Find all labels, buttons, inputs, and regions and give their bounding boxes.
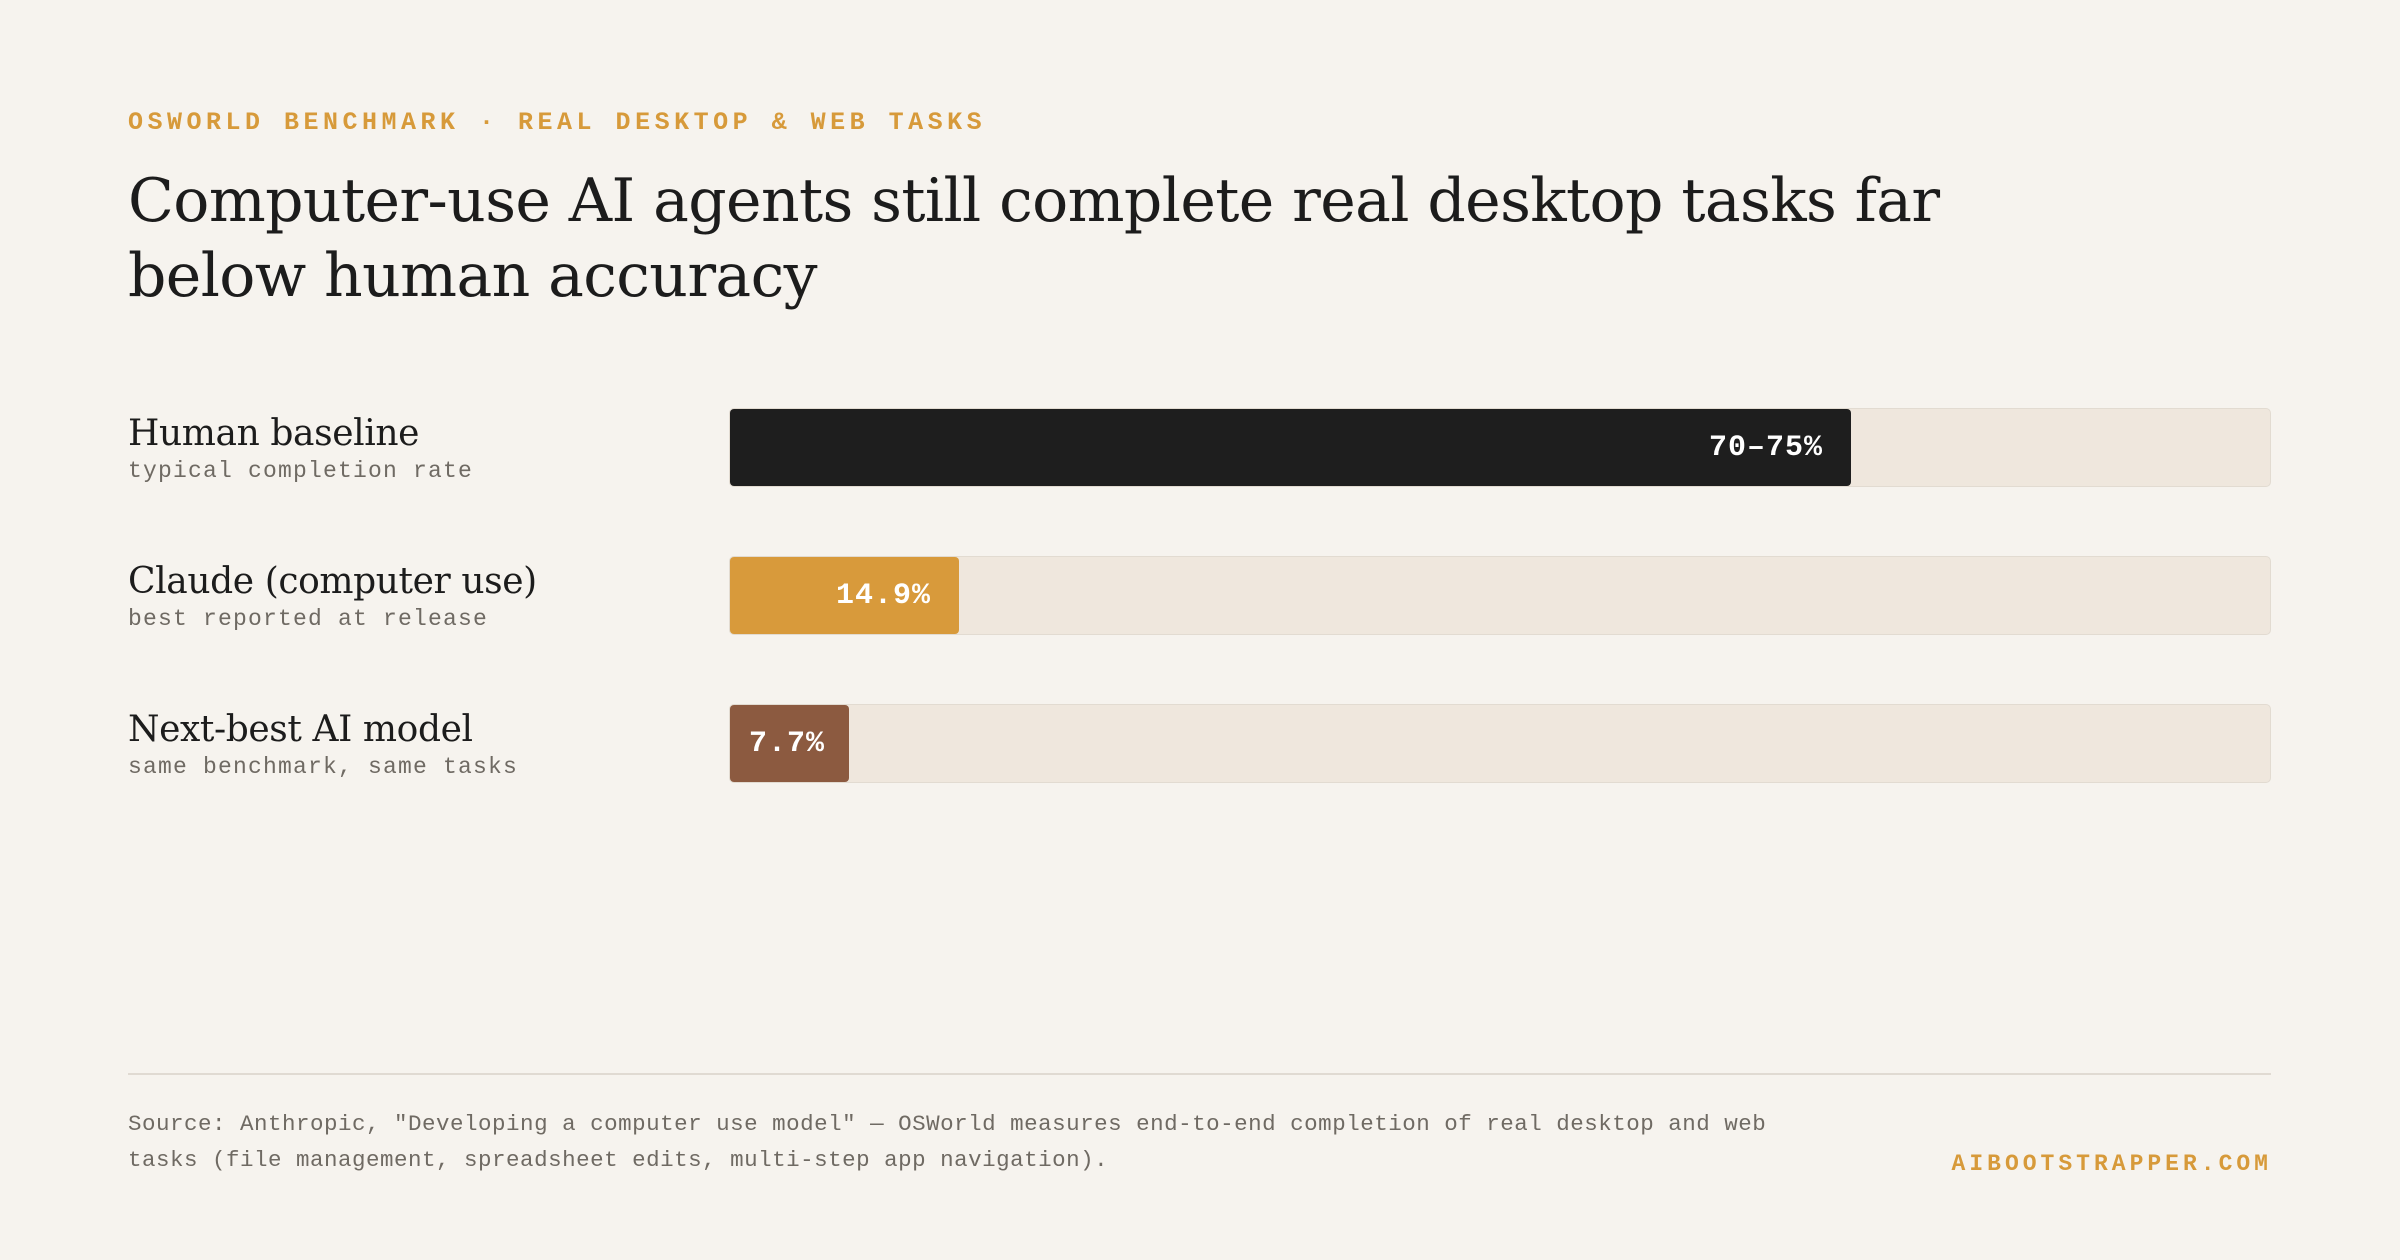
category-subtitle: best reported at release (128, 606, 489, 632)
category-label: Next-best AI model (128, 709, 473, 750)
bar-track: 7.7% (729, 704, 2271, 783)
brand-mark: AIBOOTSTRAPPER.COM (1951, 1151, 2272, 1177)
bar-value-label: 70–75% (1708, 430, 1823, 465)
category-subtitle: same benchmark, same tasks (128, 754, 519, 780)
category-subtitle: typical completion rate (128, 458, 474, 484)
bar-row: Claude (computer use) best reported at re… (0, 556, 2400, 636)
bar-value-label: 14.9% (835, 578, 931, 613)
chart-eyebrow: OSWORLD BENCHMARK · REAL DESKTOP & WEB T… (128, 108, 987, 137)
bar-value-label: 7.7% (749, 726, 826, 761)
source-note: Source: Anthropic, "Developing a compute… (128, 1111, 1767, 1173)
bar: 70–75% (730, 409, 1851, 486)
bar: 7.7% (730, 705, 849, 782)
category-label: Human baseline (128, 413, 420, 454)
bar-row: Human baseline typical completion rate 70–… (0, 408, 2400, 488)
bar: 14.9% (730, 557, 959, 634)
chart-title: Computer-use AI agents still complete re… (128, 166, 1940, 311)
bar-track: 14.9% (729, 556, 2271, 635)
bar-row: Next-best AI model same benchmark, same t… (0, 704, 2400, 784)
category-label: Claude (computer use) (128, 561, 537, 602)
bar-track: 70–75% (729, 408, 2271, 487)
footer-divider (128, 1073, 2271, 1075)
